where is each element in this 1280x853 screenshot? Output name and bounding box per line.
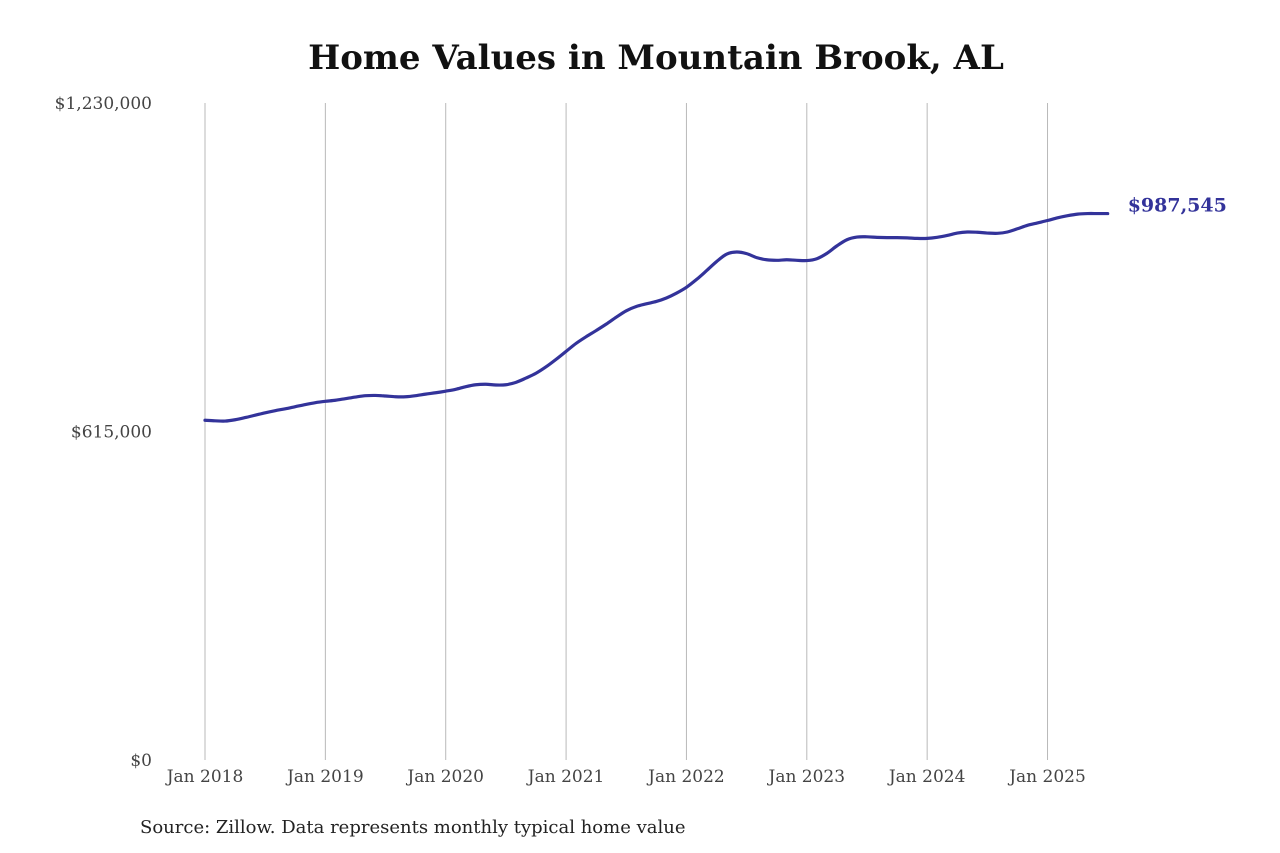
series-layer xyxy=(203,211,1110,423)
series-line xyxy=(203,211,1110,423)
x-tick-label: Jan 2022 xyxy=(646,767,725,787)
end-value-label: $987,545 xyxy=(1128,195,1227,217)
x-tick-label: Jan 2024 xyxy=(887,767,966,787)
source-note: Source: Zillow. Data represents monthly … xyxy=(140,817,686,838)
x-tick-label: Jan 2020 xyxy=(405,767,484,787)
x-tick-label: Jan 2023 xyxy=(767,767,846,787)
y-axis: $0 $615,000 $1,230,000 xyxy=(55,94,152,771)
x-tick-label: Jan 2025 xyxy=(1007,767,1086,787)
y-tick-label: $615,000 xyxy=(71,423,152,443)
grid-lines xyxy=(204,103,1049,760)
x-tick-label: Jan 2021 xyxy=(526,767,605,787)
x-tick-label: Jan 2019 xyxy=(285,767,364,787)
x-axis: Jan 2018 Jan 2019 Jan 2020 Jan 2021 Jan 2022… xyxy=(165,767,1086,787)
y-tick-label: $1,230,000 xyxy=(55,94,152,114)
x-tick-label: Jan 2018 xyxy=(165,767,244,787)
chart-title: Home Values in Mountain Brook, AL xyxy=(308,38,1004,78)
end-labels: $987,545 xyxy=(1128,195,1227,217)
y-tick-label: $0 xyxy=(130,751,152,771)
